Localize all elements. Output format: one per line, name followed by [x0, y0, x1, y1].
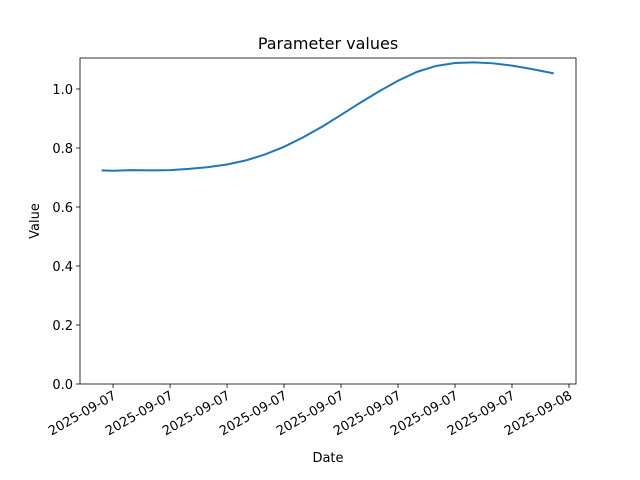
y-tick-label: 0.2 [52, 319, 73, 334]
y-axis-label: Value [28, 203, 43, 239]
chart-title: Parameter values [258, 34, 398, 53]
y-tick-label: 0.4 [52, 260, 73, 275]
data-line [101, 61, 554, 172]
plot-frame [79, 57, 577, 385]
y-tick-label: 1.0 [52, 83, 73, 98]
x-axis-label: Date [312, 451, 343, 466]
y-tick-label: 0.6 [52, 201, 73, 216]
y-tick-label: 0.8 [52, 142, 73, 157]
y-tick-label: 0.0 [52, 378, 73, 393]
